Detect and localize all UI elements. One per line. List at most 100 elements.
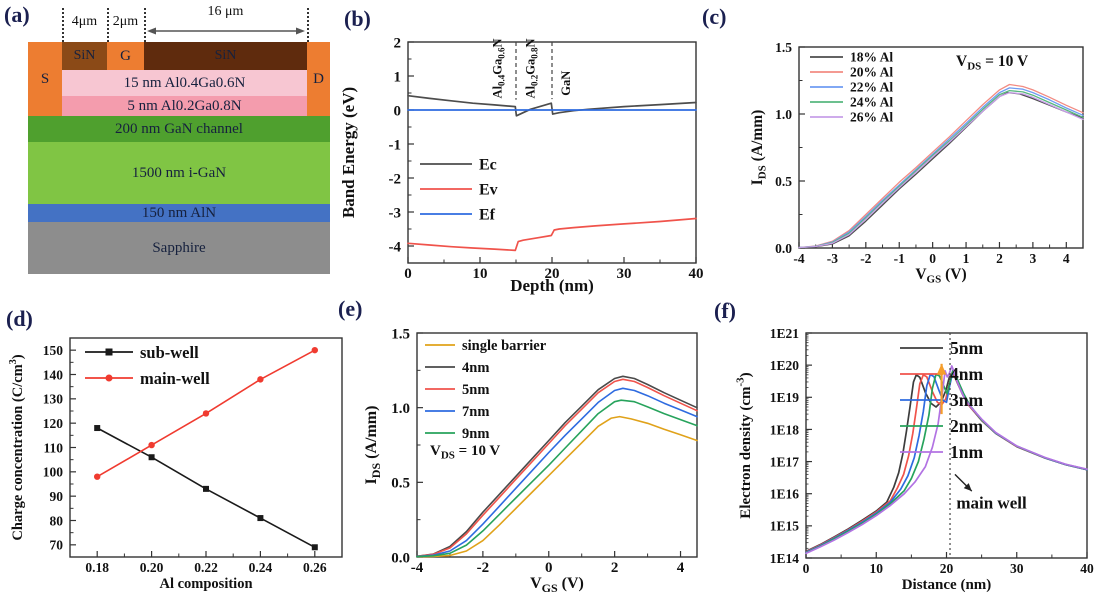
svg-text:40: 40 — [1080, 561, 1094, 576]
svg-text:Charge concentration (C/cm3): Charge concentration (C/cm3) — [8, 354, 26, 540]
svg-text:1E17: 1E17 — [770, 454, 800, 469]
svg-text:Al0.4Ga0.6N: Al0.4Ga0.6N — [491, 38, 507, 98]
svg-text:-2: -2 — [860, 251, 871, 266]
svg-text:-2: -2 — [389, 171, 402, 187]
svg-text:4: 4 — [1063, 251, 1070, 266]
svg-text:0: 0 — [404, 266, 412, 282]
svg-text:2: 2 — [996, 251, 1003, 266]
barrier-layer-al04: 15 nm Al0.4Ga0.6N — [62, 70, 307, 96]
dimension-guide-line — [144, 8, 146, 42]
svg-text:1E20: 1E20 — [770, 358, 800, 373]
svg-text:70: 70 — [50, 538, 64, 553]
source-contact: S — [28, 42, 62, 116]
svg-text:-4: -4 — [793, 251, 804, 266]
svg-text:0.18: 0.18 — [85, 560, 109, 575]
svg-text:10: 10 — [473, 266, 488, 282]
panel-label-b: (b) — [344, 6, 371, 31]
svg-text:26% Al: 26% Al — [850, 110, 893, 125]
device-structure-diagram: 4μm 2μm 16 μm S SiN G SiN D 15 nm Al0.4G… — [0, 0, 330, 295]
svg-text:-1: -1 — [894, 251, 905, 266]
svg-text:1.0: 1.0 — [775, 107, 792, 122]
svg-text:140: 140 — [43, 367, 64, 382]
dimension-guide-line — [307, 8, 309, 42]
svg-text:0.24: 0.24 — [249, 560, 273, 575]
svg-text:5nm: 5nm — [462, 382, 489, 398]
svg-text:1: 1 — [394, 69, 402, 85]
svg-text:0: 0 — [803, 561, 810, 576]
aln-layer: 150 nm AlN — [28, 204, 330, 222]
svg-text:4nm: 4nm — [462, 360, 489, 376]
panel-label-d: (d) — [6, 306, 33, 331]
svg-text:0: 0 — [545, 560, 553, 576]
dimension-label-gate: 2μm — [112, 14, 139, 29]
svg-text:20: 20 — [545, 266, 560, 282]
svg-text:2nm: 2nm — [950, 416, 983, 436]
svg-text:80: 80 — [50, 513, 64, 528]
svg-text:0.0: 0.0 — [391, 550, 410, 566]
svg-text:10: 10 — [870, 561, 884, 576]
svg-text:2: 2 — [611, 560, 619, 576]
sin-passivation-right: SiN — [144, 42, 307, 70]
svg-text:Ef: Ef — [479, 207, 496, 224]
svg-text:3nm: 3nm — [950, 390, 983, 410]
svg-text:Al composition: Al composition — [159, 576, 252, 592]
svg-text:-4: -4 — [411, 560, 424, 576]
svg-text:18% Al: 18% Al — [850, 50, 893, 65]
svg-text:3: 3 — [1030, 251, 1037, 266]
svg-text:4: 4 — [677, 560, 685, 576]
svg-text:Ec: Ec — [479, 157, 497, 174]
gan-channel-layer: 200 nm GaN channel — [28, 116, 330, 142]
panel-label-a: (a) — [4, 2, 30, 27]
svg-text:0: 0 — [929, 251, 936, 266]
dimension-label-sin-left: 4μm — [71, 14, 98, 29]
svg-text:0.26: 0.26 — [303, 560, 327, 575]
svg-text:130: 130 — [43, 392, 64, 407]
svg-text:1E14: 1E14 — [770, 551, 800, 566]
svg-text:0: 0 — [394, 103, 402, 119]
dimension-label-sin-right: 16 μm — [207, 4, 244, 19]
svg-text:110: 110 — [43, 440, 63, 455]
charge-concentration-chart: 0.18 0.20 0.22 0.24 0.26 70 80 90 100 110 120 130 14… — [0, 295, 360, 614]
svg-text:main well: main well — [956, 493, 1027, 512]
ids-vgs-barrier-thickness-chart: -4 -2 0 2 4 0.0 0.5 1.0 1.5 VGS (V) IDS (A/mm) sing… — [330, 295, 710, 614]
sin-passivation-left: SiN — [62, 42, 107, 70]
svg-text:VDS = 10 V: VDS = 10 V — [956, 53, 1029, 73]
i-gan-buffer-layer: 1500 nm i-GaN — [28, 142, 330, 204]
panel-label-e: (e) — [338, 296, 363, 321]
svg-text:30: 30 — [617, 266, 632, 282]
panel-label-c: (c) — [702, 4, 727, 29]
svg-text:-3: -3 — [389, 205, 402, 221]
svg-text:Al0.2Ga0.8N: Al0.2Ga0.8N — [524, 38, 540, 98]
svg-text:150: 150 — [43, 343, 64, 358]
svg-text:20: 20 — [940, 561, 954, 576]
svg-text:1E21: 1E21 — [770, 326, 800, 341]
svg-text:Electron density (cm-3): Electron density (cm-3) — [735, 372, 754, 518]
svg-text:-2: -2 — [477, 560, 490, 576]
svg-text:1E18: 1E18 — [770, 422, 800, 437]
width-arrow — [147, 27, 305, 35]
sapphire-substrate: Sapphire — [28, 222, 330, 274]
svg-text:main-well: main-well — [140, 369, 210, 388]
svg-text:sub-well: sub-well — [140, 343, 199, 362]
svg-text:7nm: 7nm — [462, 404, 489, 420]
svg-text:120: 120 — [43, 416, 64, 431]
svg-text:90: 90 — [50, 489, 64, 504]
svg-text:2: 2 — [394, 35, 402, 51]
svg-text:1E15: 1E15 — [770, 519, 800, 534]
panel-label-f: (f) — [714, 298, 736, 323]
svg-text:0.5: 0.5 — [775, 174, 792, 189]
svg-text:1E16: 1E16 — [770, 487, 800, 502]
drain-contact: D — [307, 42, 330, 116]
svg-text:VGS (V): VGS (V) — [915, 266, 966, 286]
svg-text:single barrier: single barrier — [462, 338, 547, 354]
svg-text:0.5: 0.5 — [391, 476, 410, 492]
svg-text:5nm: 5nm — [950, 338, 983, 358]
svg-text:4nm: 4nm — [950, 364, 983, 384]
band-energy-chart: 0 10 20 30 40 -4 -3 -2 -1 0 1 2 Depth (nm) Band Energ… — [330, 0, 710, 295]
svg-text:-1: -1 — [389, 137, 402, 153]
svg-text:22% Al: 22% Al — [850, 80, 893, 95]
dimension-guide-line — [107, 8, 109, 42]
svg-text:Ev: Ev — [479, 182, 498, 199]
svg-text:24% Al: 24% Al — [850, 95, 893, 110]
